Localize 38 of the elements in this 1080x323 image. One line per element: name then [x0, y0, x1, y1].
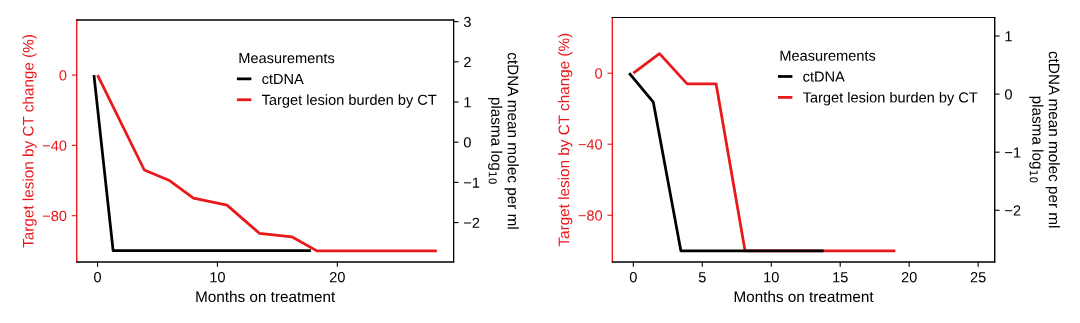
x-tick-label: 0	[94, 272, 102, 283]
x-axis-title: Months on treatment	[196, 290, 336, 303]
y2-axis-title: ctDNA mean molec per ml plasma log$_{10}$	[488, 52, 519, 229]
y-tick-label: 0	[595, 68, 603, 79]
x-tick-label: 25	[970, 272, 986, 283]
y-axis-title: Target lesion by CT change (%)	[558, 33, 573, 247]
legend-label: Target lesion burden by CT	[802, 91, 978, 106]
y2-tick-label: 1	[464, 97, 471, 108]
legend-title: Measurements	[780, 50, 876, 61]
x-tick-label: 10	[210, 272, 225, 283]
x-tick-label: 5	[698, 272, 706, 283]
y-tick-label: 0	[59, 70, 67, 81]
x-tick-label: 15	[833, 272, 848, 283]
x-tick-label: 20	[329, 272, 345, 283]
y2-tick-label: −2	[1005, 205, 1021, 216]
x-axis-title: Months on treatment	[734, 290, 874, 303]
legend-title: Measurements	[239, 53, 335, 64]
y2-tick-label: 3	[463, 16, 471, 28]
legend-label: Target lesion burden by CT	[261, 94, 437, 108]
y-axis-title: Target lesion by CT change (%)	[22, 35, 37, 248]
y-tick-label: −40	[42, 140, 67, 151]
y2-tick-label: 2	[464, 56, 471, 68]
y2-axis-title: ctDNA mean molec per ml plasma log$_{10}$	[1029, 51, 1060, 228]
y2-tick-label: 0	[1004, 89, 1012, 100]
y2-tick-label: 1	[1005, 31, 1012, 42]
y2-tick-label: −1	[464, 177, 480, 188]
legend-label: ctDNA	[803, 71, 845, 82]
line-series	[96, 73, 439, 253]
y-tick-label: −80	[42, 210, 67, 222]
y-tick-label: −40	[578, 139, 603, 150]
y2-tick-label: −1	[1005, 147, 1021, 158]
x-tick-label: 10	[764, 272, 779, 283]
y-tick-label: −80	[578, 210, 603, 221]
y2-tick-label: −2	[464, 217, 480, 228]
x-tick-label: 20	[901, 272, 917, 283]
legend-label: ctDNA	[262, 73, 304, 85]
y2-tick-label: 0	[463, 137, 471, 148]
x-tick-label: 0	[629, 272, 637, 283]
